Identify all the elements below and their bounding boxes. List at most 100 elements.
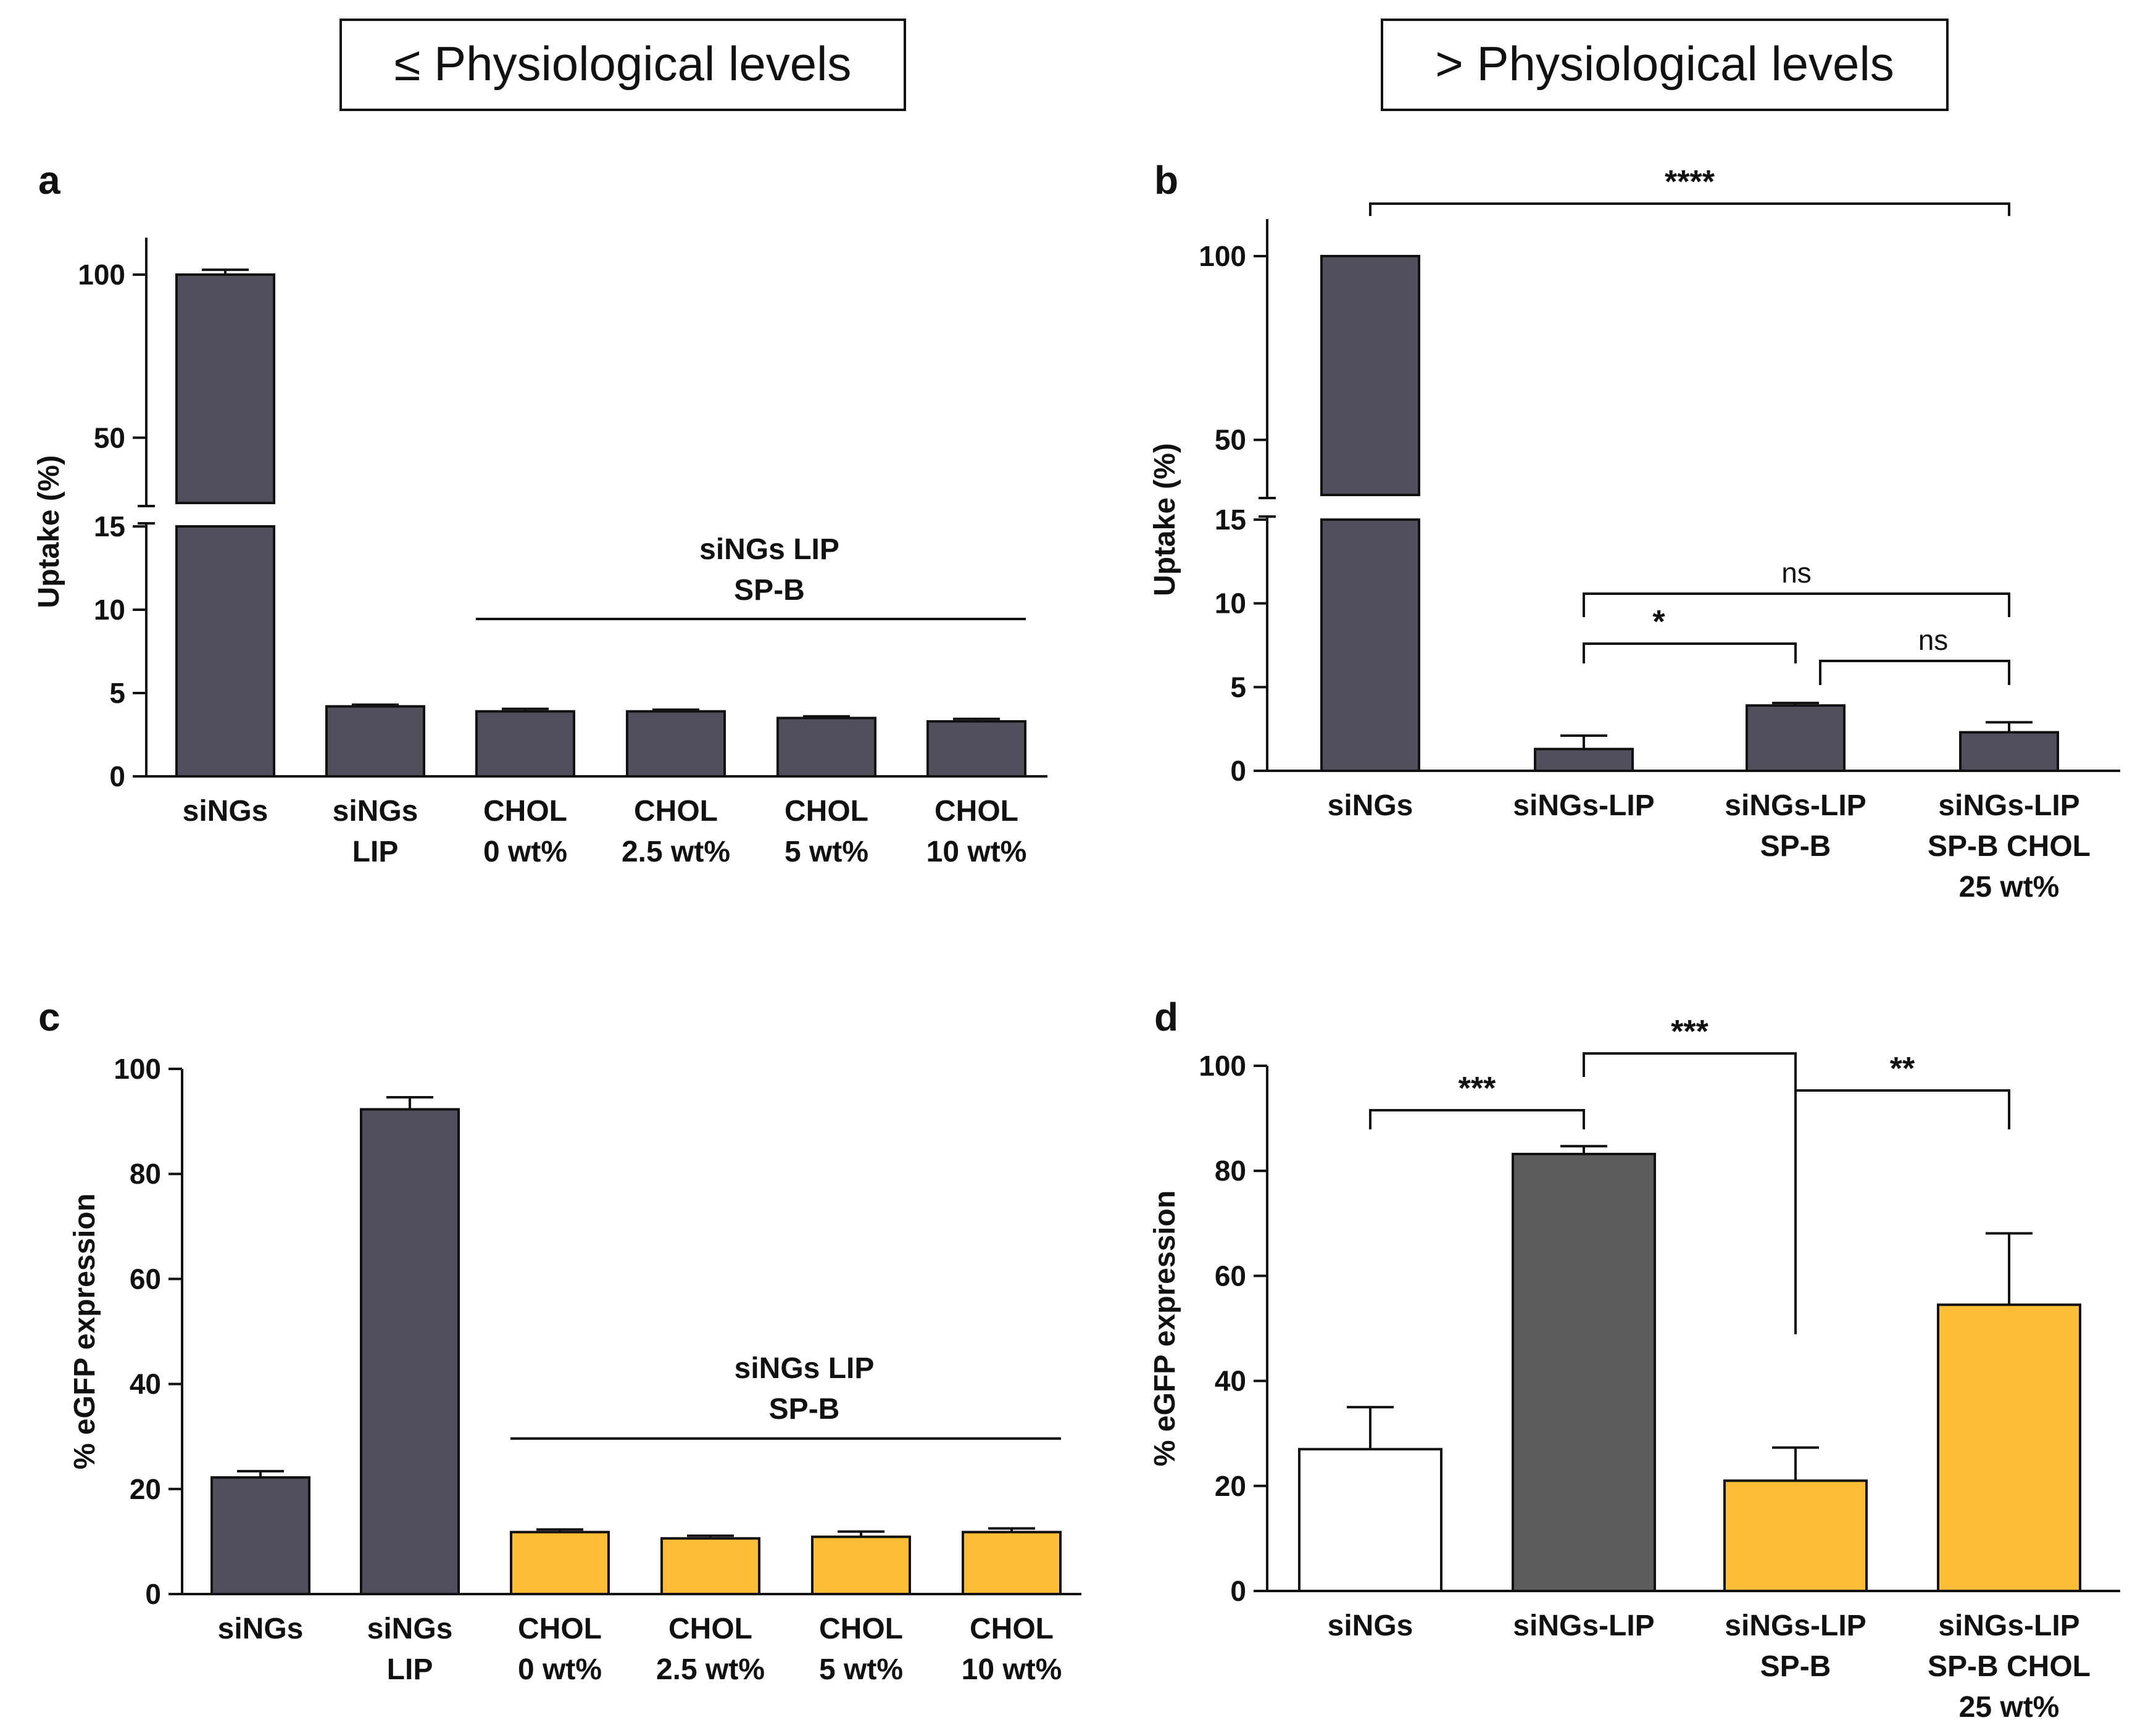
category-label: 0 wt% (518, 1653, 602, 1686)
group-label: SP-B (734, 574, 805, 607)
y-tick-label: 100 (78, 259, 125, 291)
significance-label: *** (1459, 1071, 1496, 1107)
panel-a: 0 5 10 15 50 100 Uptake (%) siNGs siNGs LIP CHOL 0 … (33, 238, 1047, 868)
significance-bracket (1583, 642, 1797, 663)
header-right-box (1381, 19, 1949, 111)
header-right-text: > Physiological levels (1435, 36, 1894, 91)
bar (510, 1530, 610, 1596)
y-tick-label: 20 (130, 1473, 161, 1505)
category-label: CHOL (784, 795, 868, 828)
bar (1298, 1448, 1442, 1592)
category-label: CHOL (518, 1613, 602, 1645)
panel-d: 0 20 40 60 80 100 % eGFP expression siNGs siNGs-… (1149, 1014, 2120, 1724)
category-label: siNGs (367, 1613, 453, 1645)
y-tick-label: 100 (1199, 240, 1246, 272)
y-tick-label: 5 (109, 677, 125, 709)
category-label: 2.5 wt% (622, 836, 730, 868)
bar (1959, 731, 2059, 773)
category-label: CHOL (819, 1613, 903, 1645)
y-tick-label: 15 (1215, 504, 1246, 536)
bar (1320, 518, 1420, 772)
bar (210, 1476, 310, 1595)
category-label: CHOL (483, 795, 567, 828)
bar (175, 273, 275, 504)
y-axis-label: Uptake (%) (1149, 443, 1181, 596)
category-label: SP-B CHOL (1928, 1650, 2091, 1683)
bar (1723, 1479, 1868, 1593)
bar (1320, 255, 1420, 496)
category-label: siNGs (1328, 789, 1413, 822)
category-label: CHOL (970, 1613, 1054, 1645)
y-tick-label: 50 (94, 422, 125, 454)
bar (926, 720, 1026, 778)
category-label: CHOL (634, 795, 718, 828)
y-tick-label: 40 (1215, 1365, 1246, 1397)
bar (1512, 1152, 1656, 1592)
group-label: siNGs LIP (735, 1352, 875, 1385)
category-label: LIP (387, 1653, 433, 1686)
category-label: 10 wt% (962, 1653, 1062, 1686)
bar (360, 1108, 460, 1595)
header-right: > Physiological levels (1381, 19, 1949, 111)
bar (962, 1530, 1062, 1596)
group-label: SP-B (769, 1393, 840, 1426)
header-left-text: ≤ Physiological levels (394, 36, 852, 91)
category-label: siNGs-LIP (1938, 789, 2079, 822)
bar (811, 1535, 911, 1595)
bar (1746, 704, 1846, 773)
category-label: 5 wt% (784, 836, 868, 868)
y-tick-label: 20 (1215, 1470, 1246, 1502)
significance-label: ns (1918, 624, 1949, 656)
y-tick-label: 100 (114, 1053, 161, 1085)
y-tick-label: 15 (94, 510, 125, 542)
y-tick-label: 10 (94, 594, 125, 626)
significance-label: ns (1781, 557, 1812, 589)
bar (325, 705, 425, 778)
category-label: 25 wt% (1959, 1691, 2060, 1724)
y-tick-label: 0 (1230, 1575, 1246, 1607)
y-tick-label: 100 (1199, 1050, 1246, 1082)
bar (626, 710, 726, 778)
category-label: siNGs-LIP (1513, 789, 1654, 822)
y-tick-label: 60 (130, 1263, 161, 1295)
category-label: SP-B (1760, 830, 1831, 863)
bar (660, 1537, 760, 1595)
significance-label: ** (1890, 1051, 1915, 1087)
category-label: siNGs (1328, 1609, 1413, 1642)
category-label: siNGs (183, 795, 268, 828)
bar (175, 525, 275, 778)
category-label: 0 wt% (483, 836, 567, 868)
y-tick-label: 0 (109, 760, 125, 792)
category-label: siNGs (333, 795, 418, 828)
significance-bracket (1369, 202, 2010, 216)
bar (1534, 747, 1634, 773)
y-axis-label: Uptake (%) (33, 455, 65, 608)
category-label: siNGs-LIP (1513, 1609, 1654, 1642)
category-label: siNGs (218, 1613, 304, 1645)
panel-label-b: b (1154, 158, 1178, 202)
y-tick-label: 10 (1215, 588, 1246, 620)
y-tick-label: 80 (1215, 1155, 1246, 1187)
significance-bracket (1819, 660, 2010, 685)
significance-bracket (1796, 1089, 2010, 1129)
y-tick-label: 40 (130, 1368, 161, 1400)
category-label: SP-B CHOL (1928, 830, 2091, 863)
category-label: CHOL (934, 795, 1018, 828)
y-tick-label: 5 (1230, 671, 1246, 703)
significance-label: **** (1665, 164, 1715, 200)
y-tick-label: 0 (1230, 755, 1246, 787)
significance-label: *** (1671, 1014, 1708, 1050)
y-tick-label: 50 (1215, 424, 1246, 456)
y-tick-label: 60 (1215, 1260, 1246, 1292)
panel-label-d: d (1154, 995, 1178, 1039)
category-label: 2.5 wt% (656, 1653, 765, 1686)
category-label: siNGs-LIP (1725, 789, 1866, 822)
significance-label: * (1652, 604, 1665, 640)
category-label: siNGs-LIP (1938, 1609, 2079, 1642)
header-left-box (339, 19, 906, 111)
bar (776, 716, 876, 778)
category-label: 25 wt% (1959, 871, 2060, 903)
panel-b: 0 5 10 15 50 100 Uptake (%) siNGs siNGs-LIP siNGs… (1149, 164, 2120, 903)
bar (475, 710, 575, 778)
